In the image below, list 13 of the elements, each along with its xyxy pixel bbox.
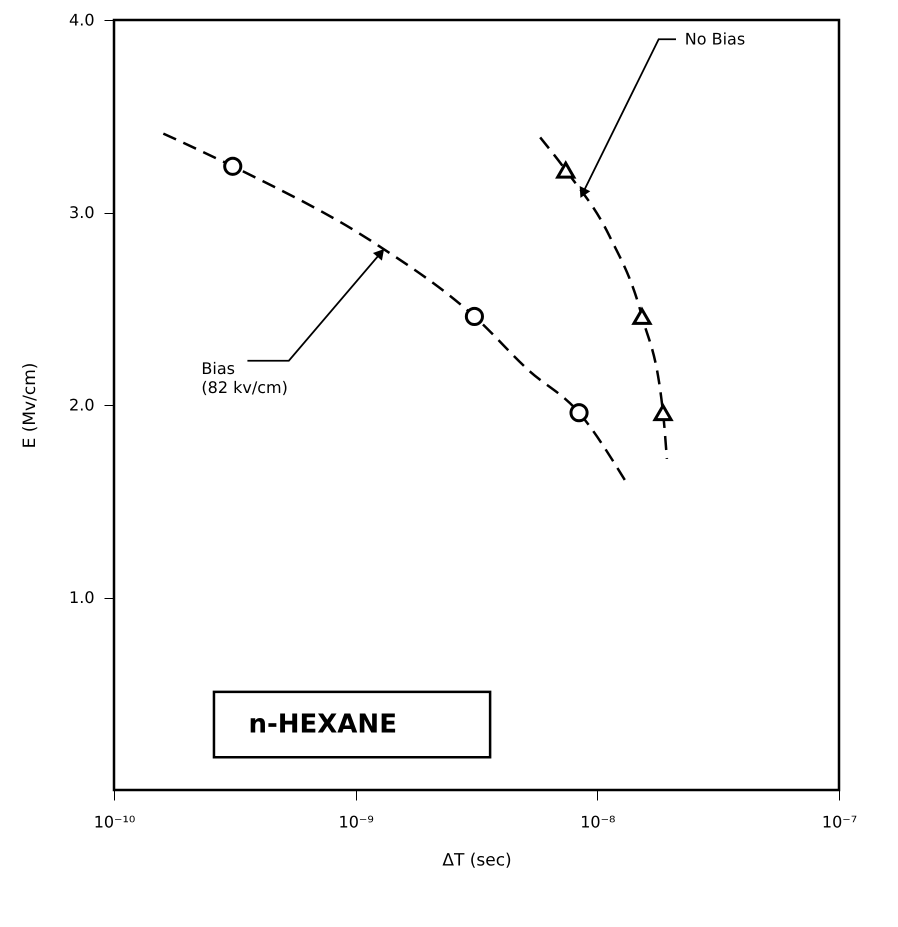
y-axis-title: E (Mv/cm) [20, 362, 40, 448]
x-axis-title: ΔT (sec) [442, 850, 512, 870]
annotation: Bias (82 kv/cm) [201, 359, 288, 398]
x-tick-label: 10⁻⁷ [822, 812, 858, 832]
y-tick-label: 4.0 [69, 10, 94, 30]
x-tick-label: 10⁻⁸ [580, 812, 616, 832]
y-tick-label: 3.0 [69, 203, 94, 222]
x-tick-label: 10⁻⁹ [338, 812, 374, 832]
annotation: No Bias [684, 29, 746, 48]
y-tick-label: 1.0 [69, 588, 94, 607]
x-tick-label: 10⁻¹⁰ [94, 812, 136, 832]
y-tick-label: 2.0 [69, 396, 94, 414]
annotation: n-HEXANE [248, 710, 397, 740]
